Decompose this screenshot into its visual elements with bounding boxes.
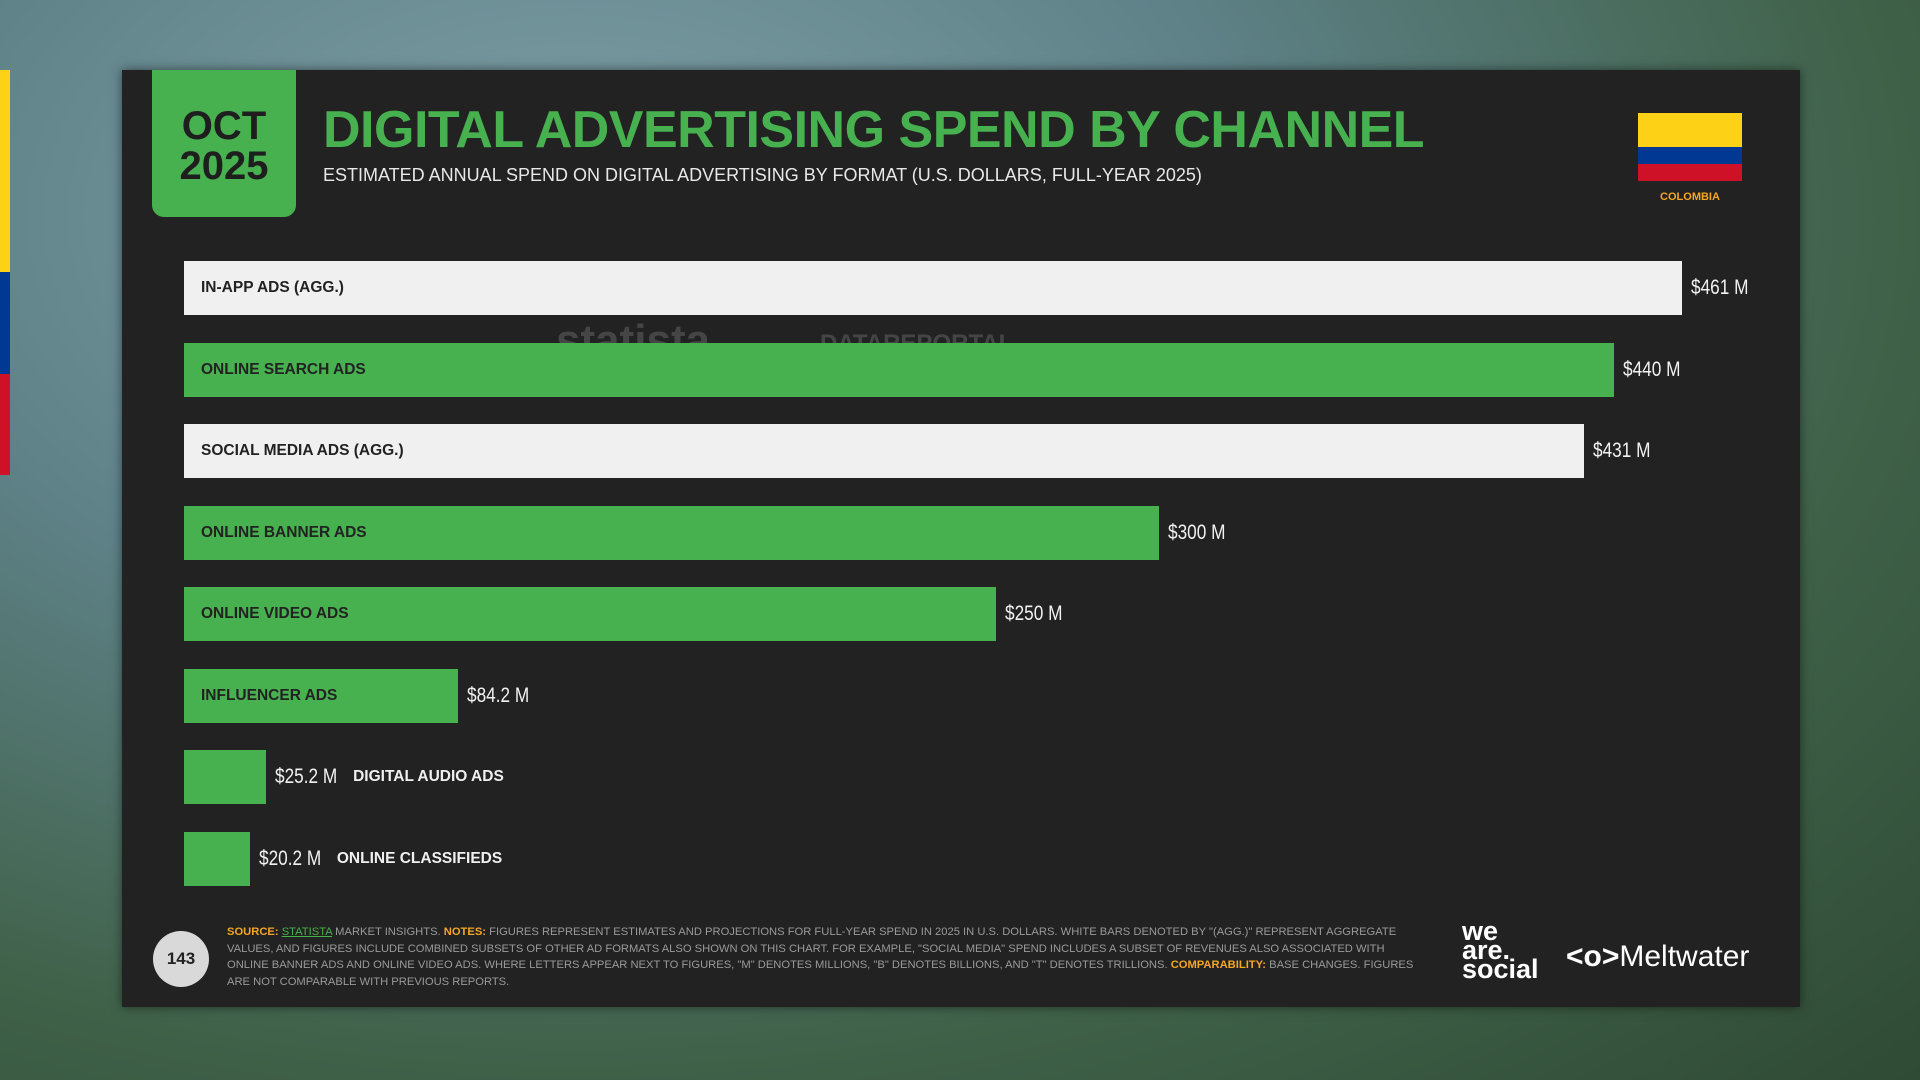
logo-line: we [1462,916,1499,946]
logo-line: are. [1462,935,1511,965]
country-name: COLOMBIA [1660,191,1720,203]
logo-line: social [1462,954,1539,984]
category-label: ONLINE BANNER ADS [201,523,367,541]
logo-text: Meltwater [1619,940,1750,973]
category-label: ONLINE VIDEO ADS [201,605,349,622]
chart-title: DIGITAL ADVERTISING SPEND BY CHANNEL [323,101,1425,159]
comparability-label: COMPARABILITY: [1170,959,1266,971]
category-label: SOCIAL MEDIA ADS (AGG.) [201,442,404,459]
page-number: 143 [153,931,209,987]
notes-text: FIGURES REPRESENT ESTIMATES AND PROJECTI… [227,926,1397,971]
bar [184,505,1159,560]
source-link[interactable]: STATISTA [281,926,333,938]
bar [184,668,458,723]
source-label: SOURCE: [227,926,279,938]
source-text: MARKET INSIGHTS. [332,926,444,938]
value-label: $461 M [1690,276,1749,299]
value-label: $250 M [1005,602,1063,625]
category-label: DIGITAL AUDIO ADS [353,768,504,785]
date-year: 2025 [179,144,269,188]
category-label: IN-APP ADS (AGG.) [201,279,344,296]
flag-stripe [0,374,10,475]
country-flag [1638,113,1742,181]
flag-stripe [0,272,10,374]
chart-subtitle: ESTIMATED ANNUAL SPEND ON DIGITAL ADVERT… [323,165,1202,185]
value-label: $84.2 M [466,683,529,707]
logo-we-are-social: we are. social [1462,916,1539,984]
bar [184,424,1585,478]
bar [184,587,997,641]
bar [184,342,1614,397]
value-label: $440 M [1622,357,1680,381]
value-label: $431 M [1593,439,1651,462]
value-label: $25.2 M [274,765,338,788]
date-month: OCT [181,104,267,148]
category-label: INFLUENCER ADS [201,686,338,704]
value-label: $300 M [1167,520,1226,544]
logo-meltwater: <o>Meltwater [1566,940,1750,973]
comparability-text: BASE CHANGES. FIGURES ARE NOT COMPARABLE… [227,959,1414,988]
category-label: ONLINE SEARCH ADS [201,360,366,378]
category-label: ONLINE CLASSIFIEDS [336,849,503,867]
bar [184,750,266,804]
flag-stripe [0,70,10,272]
footnote: SOURCE: STATISTA MARKET INSIGHTS. NOTES:… [227,924,1427,990]
notes-label: NOTES: [443,926,487,938]
value-label: $20.2 M [258,846,321,870]
bar [184,831,250,886]
date-badge: OCT 2025 [152,70,296,217]
bar [184,261,1682,315]
